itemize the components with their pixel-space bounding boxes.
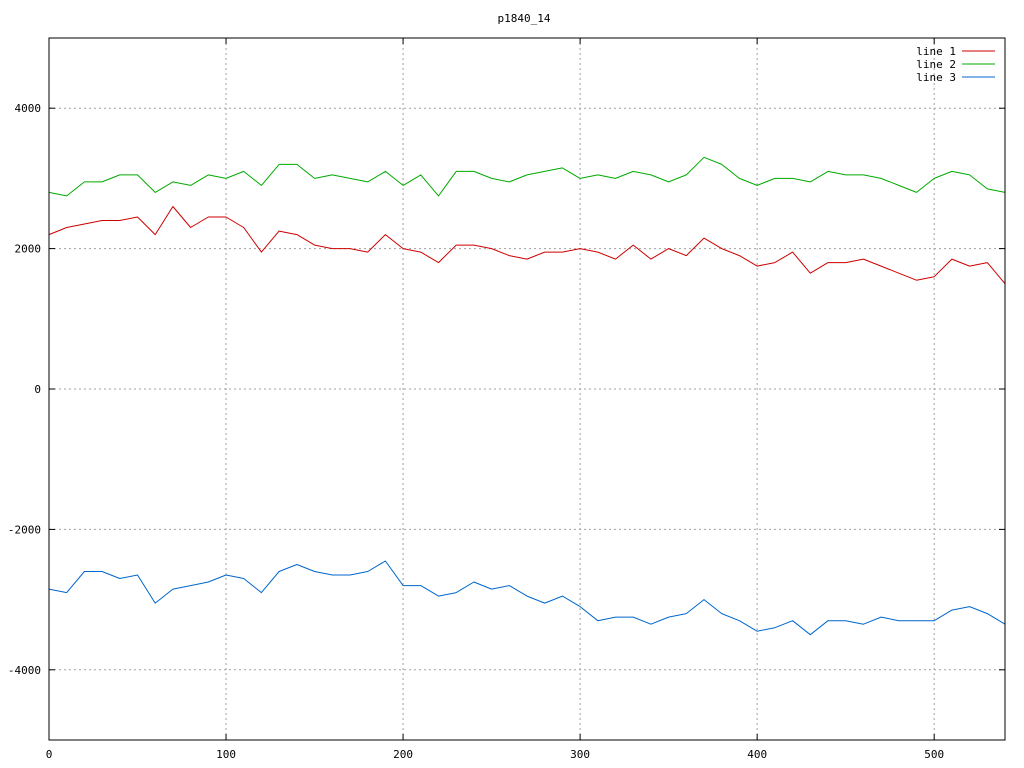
x-tick-label: 200 <box>393 748 413 761</box>
y-tick-label: 0 <box>34 383 41 396</box>
y-tick-label: 4000 <box>15 102 42 115</box>
series-line-1 <box>48 206 1006 285</box>
legend-label-2: line 2 <box>916 58 956 71</box>
x-tick-label: 300 <box>570 748 590 761</box>
axis-ticks: 0 100 200 300 400 500 -4000 -2000 0 2000 4000 <box>8 38 1005 761</box>
plot-series <box>48 156 1006 636</box>
grid <box>49 38 1005 740</box>
x-tick-label: 100 <box>216 748 236 761</box>
legend-label-3: line 3 <box>916 71 956 84</box>
y-tick-label: 2000 <box>15 243 42 256</box>
plot-frame <box>48 37 1006 741</box>
y-tick-label: -2000 <box>8 523 41 536</box>
x-tick-label: 0 <box>46 748 53 761</box>
chart-title: p1840_14 <box>498 12 551 25</box>
series-line-2 <box>48 156 1006 197</box>
x-tick-label: 500 <box>924 748 944 761</box>
legend-label-1: line 1 <box>916 45 956 58</box>
y-tick-label: -4000 <box>8 664 41 677</box>
series-line-3 <box>48 560 1006 636</box>
x-tick-label: 400 <box>747 748 767 761</box>
